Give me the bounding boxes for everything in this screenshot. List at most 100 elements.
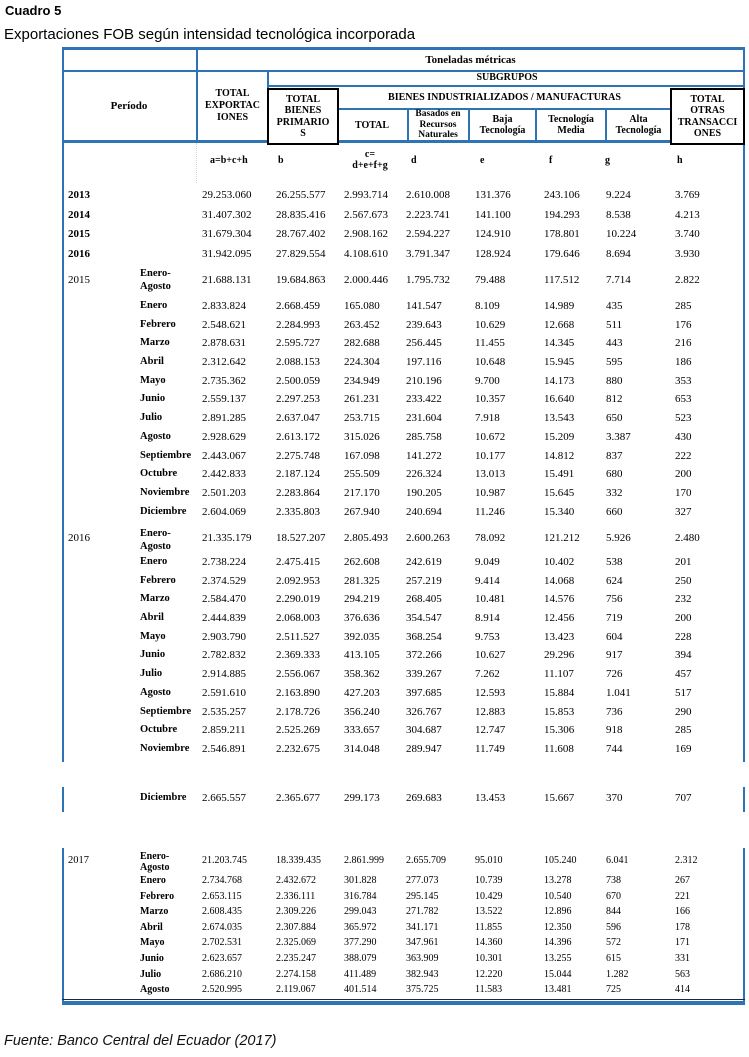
cell-b: 2.307.884 [276, 921, 316, 933]
cell-g: 8.538 [606, 208, 631, 221]
subgroups-divider [267, 85, 745, 87]
cell-a: 2.374.529 [202, 574, 246, 587]
cell-g: 8.694 [606, 247, 631, 260]
cell-month [140, 186, 200, 206]
cell-a: 2.674.035 [202, 921, 242, 933]
cell-f: 12.668 [544, 318, 575, 331]
cell-f: 15.945 [544, 356, 575, 369]
cell-g: 435 [606, 300, 623, 312]
table-row: Diciembre 2.604.069 2.335.803 267.940 240.69… [62, 503, 745, 522]
table-row: 2015 Enero- Agosto 21.688.131 19.684.863 2.0… [62, 263, 745, 297]
cell-a: 2.559.137 [202, 393, 246, 406]
cell-f: 14.396 [544, 937, 572, 949]
cell-b: 19.684.863 [276, 274, 326, 286]
cell-b: 2.088.153 [276, 356, 320, 369]
cell-b: 2.119.067 [276, 984, 316, 996]
table-row: Abril 2.312.642 2.088.153 224.304 197.116 10.… [62, 353, 745, 372]
cell-g: 844 [606, 906, 621, 918]
cell-h: 4.213 [675, 208, 700, 221]
cell-year [62, 353, 140, 372]
table-row: Marzo 2.584.470 2.290.019 294.219 268.405 10.… [62, 590, 745, 609]
table-row: Mayo 2.735.362 2.500.059 234.949 210.196 9.70… [62, 372, 745, 391]
cell-month: Septiembre [140, 449, 192, 461]
section-2015: 2015 Enero- Agosto 21.688.131 19.684.863 2.0… [62, 263, 745, 521]
cell-h: 3.769 [675, 189, 700, 201]
cell-e: 9.414 [475, 574, 500, 587]
cell-year [62, 409, 140, 428]
cell-year [62, 665, 140, 684]
cell-c: 316.784 [344, 890, 377, 902]
cell-b: 2.369.333 [276, 649, 320, 662]
cell-year [62, 390, 140, 409]
cell-a: 2.501.203 [202, 486, 246, 499]
cell-f: 15.853 [544, 705, 575, 718]
cell-h: 267 [675, 875, 690, 886]
cell-d: 268.405 [406, 593, 442, 606]
cell-e: 10.177 [475, 449, 506, 462]
cell-d: 190.205 [406, 486, 442, 499]
cell-d: 269.683 [406, 792, 442, 804]
cell-h: 250 [675, 574, 692, 587]
cell-a: 2.686.210 [202, 968, 242, 980]
cell-c: 388.079 [344, 952, 377, 964]
spacer-year [62, 143, 140, 179]
cell-month [140, 225, 200, 245]
cell-h: 200 [675, 612, 692, 625]
cell-f: 15.340 [544, 505, 575, 518]
cell-d: 339.267 [406, 668, 442, 681]
cell-e: 9.049 [475, 556, 500, 568]
cell-f: 178.801 [544, 228, 580, 240]
cell-month: Agosto [140, 430, 171, 442]
cell-month: Agosto [140, 984, 170, 996]
table-row: Mayo 2.903.790 2.511.527 392.035 368.254 9.75… [62, 628, 745, 647]
cell-month: Febrero [140, 890, 175, 902]
cell-month: Marzo [140, 337, 170, 349]
cell-b: 18.339.435 [276, 855, 321, 866]
cell-b: 2.163.890 [276, 686, 320, 699]
cell-d: 375.725 [406, 984, 439, 996]
cell-d: 372.266 [406, 649, 442, 662]
cell-g: 726 [606, 668, 623, 681]
cell-f: 15.667 [544, 792, 575, 804]
cell-h: 563 [675, 968, 690, 980]
cell-e: 10.357 [475, 393, 506, 406]
cell-a: 2.653.115 [202, 890, 242, 902]
cell-g: 744 [606, 742, 623, 755]
cell-e: 11.855 [475, 921, 503, 933]
cell-f: 15.884 [544, 686, 575, 699]
spacer-month [140, 143, 200, 179]
cell-h: 216 [675, 337, 692, 350]
cell-a: 2.591.610 [202, 686, 246, 699]
cell-month: Mayo [140, 630, 166, 642]
cell-d: 341.171 [406, 921, 439, 933]
cell-g: 370 [606, 792, 623, 804]
cell-f: 29.296 [544, 649, 575, 662]
cell-g: 680 [606, 468, 623, 481]
cell-month: Mayo [140, 937, 165, 949]
cell-g: 725 [606, 984, 621, 996]
cell-c: 281.325 [344, 574, 380, 587]
cell-a: 2.444.839 [202, 612, 246, 625]
cell-c: 2.000.446 [344, 274, 388, 286]
cell-h: 2.480 [675, 532, 700, 544]
cell-a: 2.623.657 [202, 952, 242, 964]
cell-g: 736 [606, 705, 623, 718]
table-row: Abril 2.444.839 2.068.003 376.636 354.547 8.9… [62, 609, 745, 628]
cell-f: 15.491 [544, 468, 575, 481]
cell-month: Diciembre [140, 792, 187, 803]
cell-d: 2.610.008 [406, 189, 450, 201]
subgroups-header: SUBGRUPOS [476, 72, 538, 83]
cell-year [62, 609, 140, 628]
exports-table: Toneladas métricas Período TOTAL EXPORTA… [62, 47, 745, 1007]
cell-a: 2.928.629 [202, 430, 246, 443]
table-row: Enero 2.734.768 2.432.672 301.828 277.073 10.… [62, 873, 745, 889]
cell-a: 21.203.745 [202, 855, 247, 866]
cell-d: 368.254 [406, 630, 442, 643]
cell-g: 880 [606, 374, 623, 387]
formula-h: h [677, 155, 683, 166]
cell-e: 11.583 [475, 984, 503, 996]
table-top-border [62, 47, 745, 50]
cell-h: 3.930 [675, 247, 700, 260]
cell-d: 1.795.732 [406, 274, 450, 286]
cell-month: Junio [140, 393, 166, 405]
